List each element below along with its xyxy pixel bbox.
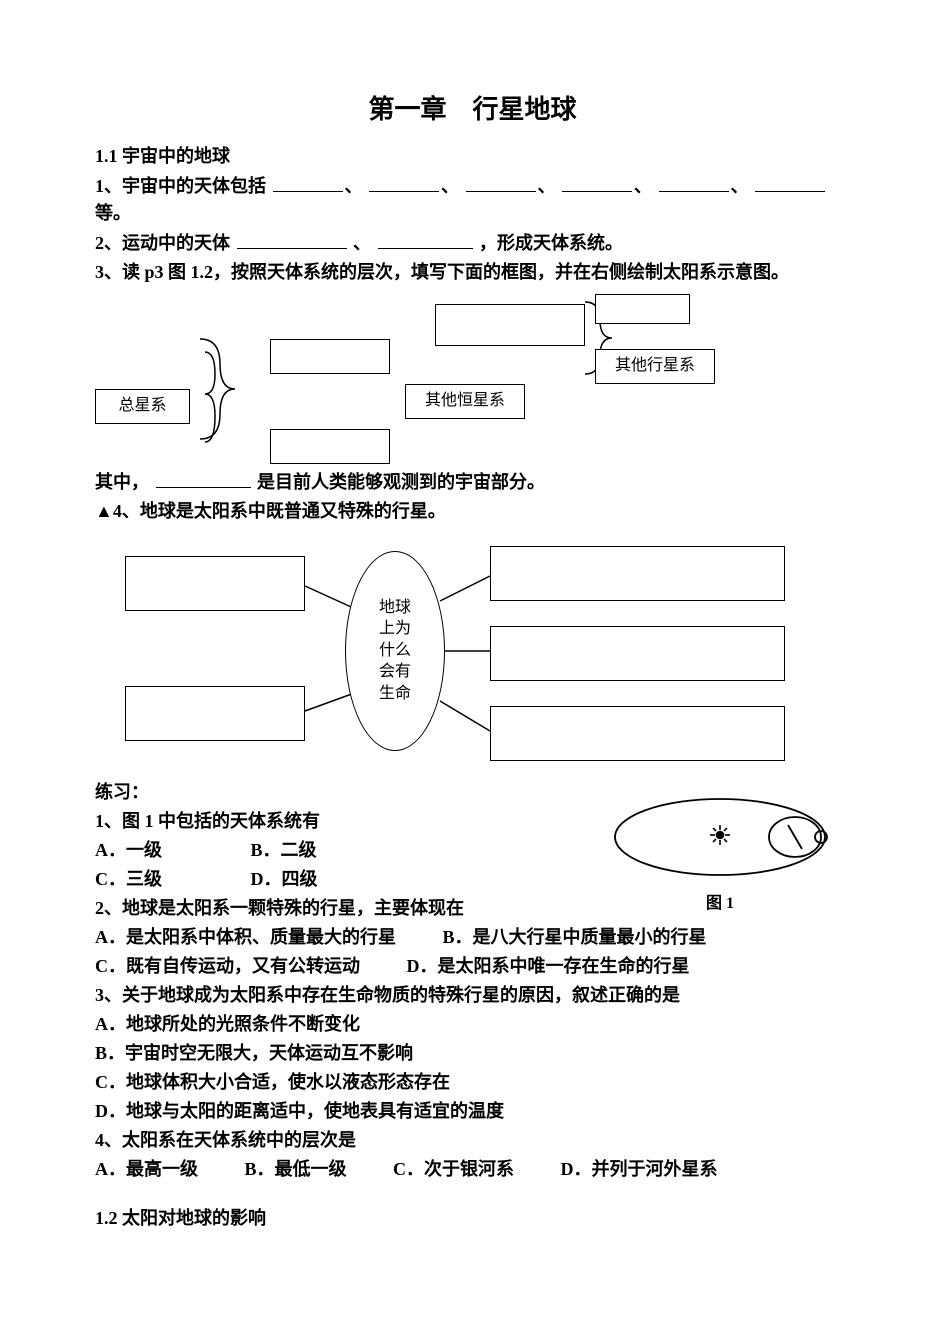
- q1-tail: 等。: [95, 203, 131, 223]
- question-1: 1、宇宙中的天体包括 、 、 、 、 、 等。: [95, 172, 850, 227]
- figure-1-svg: [610, 797, 830, 882]
- figure-1-caption: 图 1: [610, 892, 830, 916]
- ex3-opt-d-text: 地球与太阳的距离适中，使地表具有适宜的温度: [126, 1101, 504, 1121]
- ex3-stem: 3、关于地球成为太阳系中存在生命物质的特殊行星的原因，叙述正确的是: [95, 982, 850, 1009]
- ex3-opt-b-text: 宇宙时空无限大，天体运动互不影响: [125, 1043, 413, 1063]
- q2-mid: 、: [353, 233, 371, 253]
- question-3: 3、读 p3 图 1.2，按照天体系统的层次，填写下面的框图，并在右侧绘制太阳系…: [95, 259, 850, 286]
- center-ellipse-text: 地球 上为 什么 会有 生命: [379, 597, 411, 705]
- ex1-opt-b-text: 二级: [281, 837, 317, 864]
- ex4-opt-b[interactable]: B．最低一级: [245, 1156, 347, 1183]
- ex4-opt-d-text: 并列于河外星系: [592, 1159, 718, 1179]
- node-blank-upper[interactable]: [270, 339, 390, 374]
- ex1-opt-c[interactable]: C．三级: [95, 866, 204, 893]
- ex4-stem: 4、太阳系在天体系统中的层次是: [95, 1127, 850, 1154]
- ex4-opt-a-text: 最高一级: [126, 1159, 198, 1179]
- ex2-opt-b-text: 是八大行星中质量最小的行星: [473, 927, 707, 947]
- ex1-opt-b[interactable]: B．二级: [251, 837, 359, 864]
- node-blank-top-right[interactable]: [595, 294, 690, 324]
- node-blank-lower[interactable]: [270, 429, 390, 464]
- q2-tail: ，形成天体系统。: [479, 233, 623, 253]
- page: 第一章 行星地球 1.1 宇宙中的地球 1、宇宙中的天体包括 、 、 、 、 、…: [0, 0, 945, 1336]
- q2-blank-2[interactable]: [378, 229, 473, 249]
- ex2-opt-a-text: 是太阳系中体积、质量最大的行星: [126, 927, 396, 947]
- ex4-opt-c-text: 次于银河系: [424, 1159, 514, 1179]
- ex2-row1: A．是太阳系中体积、质量最大的行星 B．是八大行星中质量最小的行星: [95, 924, 850, 951]
- question-2: 2、运动中的天体 、 ，形成天体系统。: [95, 229, 850, 257]
- question-3b: 其中， 是目前人类能够观测到的宇宙部分。: [95, 468, 850, 496]
- sep: 、: [538, 176, 556, 196]
- hierarchy-diagram: 总星系 其他恒星系 其他行星系: [95, 294, 735, 464]
- q1-blank-1[interactable]: [273, 172, 343, 192]
- q2-lead: 2、运动中的天体: [95, 233, 230, 253]
- ex4-opt-d[interactable]: D．并列于河外星系: [561, 1156, 718, 1183]
- q1-lead: 1、宇宙中的天体包括: [95, 176, 266, 196]
- ex3-opt-c-text: 地球体积大小合适，使水以液态形态存在: [126, 1072, 450, 1092]
- q1-blank-6[interactable]: [755, 172, 825, 192]
- ex3-opt-c[interactable]: C．地球体积大小合适，使水以液态形态存在: [95, 1069, 850, 1096]
- node-other-stellar: 其他恒星系: [405, 384, 525, 419]
- q3b-blank[interactable]: [156, 468, 251, 488]
- ex4-opt-b-text: 最低一级: [275, 1159, 347, 1179]
- ex1-opt-a-text: 一级: [126, 837, 162, 864]
- ex3-opt-a[interactable]: A．地球所处的光照条件不断变化: [95, 1011, 850, 1038]
- q1-blank-5[interactable]: [659, 172, 729, 192]
- q3b-tail: 是目前人类能够观测到的宇宙部分。: [257, 472, 545, 492]
- ex1-opt-d[interactable]: D．四级: [251, 866, 360, 893]
- sep: 、: [345, 176, 363, 196]
- ex4-opt-a[interactable]: A．最高一级: [95, 1156, 198, 1183]
- ex3-opt-d[interactable]: D．地球与太阳的距离适中，使地表具有适宜的温度: [95, 1098, 850, 1125]
- q1-blank-4[interactable]: [562, 172, 632, 192]
- ex3-opt-a-text: 地球所处的光照条件不断变化: [126, 1014, 360, 1034]
- q3b-lead: 其中，: [95, 472, 149, 492]
- left-box-1[interactable]: [125, 556, 305, 611]
- section-1-1-heading: 1.1 宇宙中的地球: [95, 143, 850, 170]
- node-other-planetary: 其他行星系: [595, 349, 715, 384]
- q2-blank-1[interactable]: [237, 229, 347, 249]
- ex2-opt-c[interactable]: C．既有自传运动，又有公转运动: [95, 953, 360, 980]
- question-4: ▲4、地球是太阳系中既普通又特殊的行星。: [95, 498, 850, 525]
- right-box-3[interactable]: [490, 706, 785, 761]
- exercise-block: 图 1 练习： 1、图 1 中包括的天体系统有 A．一级 B．二级 C．三级 D…: [95, 779, 850, 1183]
- concept-map-diagram: 地球 上为 什么 会有 生命: [95, 531, 795, 771]
- ex3-opt-b[interactable]: B．宇宙时空无限大，天体运动互不影响: [95, 1040, 850, 1067]
- ex2-opt-b[interactable]: B．是八大行星中质量最小的行星: [443, 924, 707, 951]
- chapter-title: 第一章 行星地球: [95, 90, 850, 129]
- figure-1: 图 1: [610, 797, 830, 916]
- node-blank-right-big[interactable]: [435, 304, 585, 346]
- ex2-row2: C．既有自传运动，又有公转运动 D．是太阳系中唯一存在生命的行星: [95, 953, 850, 980]
- node-total-galaxy: 总星系: [95, 389, 190, 424]
- ex4-opt-c[interactable]: C．次于银河系: [393, 1156, 514, 1183]
- q1-blank-2[interactable]: [369, 172, 439, 192]
- ex1-opt-c-text: 三级: [126, 866, 162, 893]
- ex2-opt-d-text: 是太阳系中唯一存在生命的行星: [438, 956, 690, 976]
- ex1-opt-a[interactable]: A．一级: [95, 837, 204, 864]
- ex2-opt-a[interactable]: A．是太阳系中体积、质量最大的行星: [95, 924, 396, 951]
- right-box-2[interactable]: [490, 626, 785, 681]
- left-box-2[interactable]: [125, 686, 305, 741]
- ex2-opt-d[interactable]: D．是太阳系中唯一存在生命的行星: [407, 953, 690, 980]
- center-ellipse: 地球 上为 什么 会有 生命: [345, 551, 445, 751]
- sep: 、: [441, 176, 459, 196]
- ex2-opt-c-text: 既有自传运动，又有公转运动: [126, 956, 360, 976]
- right-box-1[interactable]: [490, 546, 785, 601]
- ex1-opt-d-text: 四级: [282, 866, 318, 893]
- q1-blank-3[interactable]: [466, 172, 536, 192]
- sep: 、: [634, 176, 652, 196]
- ex4-options: A．最高一级 B．最低一级 C．次于银河系 D．并列于河外星系: [95, 1156, 850, 1183]
- section-1-2-heading: 1.2 太阳对地球的影响: [95, 1205, 850, 1232]
- sep: 、: [731, 176, 749, 196]
